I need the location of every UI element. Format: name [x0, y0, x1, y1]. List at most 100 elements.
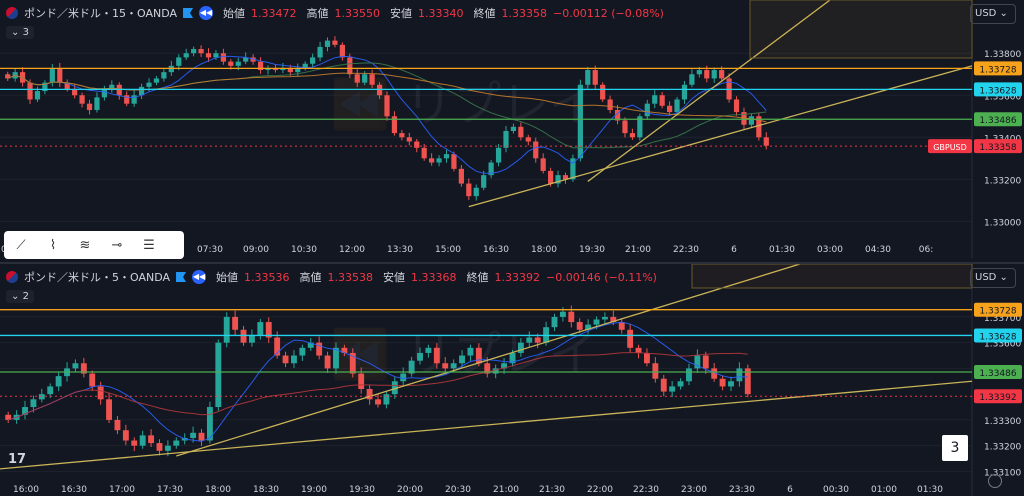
candle-body [333, 347, 339, 369]
moving-average-line [8, 321, 748, 442]
candle-body [484, 363, 491, 374]
candle-body [223, 316, 230, 343]
candle-body [106, 399, 112, 420]
candle-body [86, 103, 93, 110]
candle-body [652, 95, 658, 104]
symbol-title[interactable]: ポンド／米ドル・15・OANDA [24, 7, 178, 20]
candle-body [369, 74, 375, 85]
candle-body [674, 99, 680, 113]
candle-body [375, 399, 381, 405]
candle-body [324, 355, 331, 369]
open-value: 1.33536 [244, 270, 290, 284]
symbol-title[interactable]: ポンド／米ドル・5・OANDA [24, 271, 171, 284]
fib-tool-icon[interactable]: ≋ [79, 237, 91, 253]
candle-body [161, 72, 167, 79]
chart-canvas-5m[interactable]: 1.337001.336001.335001.333001.332001.331… [0, 264, 1024, 496]
candle-body [736, 368, 743, 382]
candle-body [215, 342, 222, 408]
candle-body [94, 97, 100, 110]
indicator-toggle[interactable]: ⌄ 3 [6, 26, 34, 39]
open-label: 始値 [216, 271, 239, 284]
indicator-toggle[interactable]: ⌄ 2 [6, 290, 34, 303]
price-level-label: 1.33728 [979, 65, 1016, 75]
price-level-tag [974, 302, 1022, 317]
candle-body [481, 175, 487, 188]
candle-body [711, 70, 717, 79]
currency-select[interactable]: USD ⌄ [970, 4, 1016, 24]
price-level-label: 1.33728 [979, 307, 1016, 317]
candle-body [719, 378, 726, 387]
candle-body [34, 91, 41, 100]
x-tick-label: 17:00 [109, 485, 135, 495]
y-tick-label: 1.33200 [984, 176, 1021, 186]
y-tick-label: 1.33600 [984, 92, 1021, 102]
settings-gear-icon[interactable] [988, 474, 1002, 488]
candle-body [629, 133, 636, 138]
candle-body [30, 399, 37, 408]
candle-body [451, 154, 457, 169]
x-tick-label: 07:30 [197, 245, 223, 255]
x-tick-label: 20:30 [445, 485, 471, 495]
indicator-count: 2 [22, 291, 29, 302]
candle-body [198, 49, 204, 54]
price-level-tag [974, 61, 1022, 76]
replay-icon[interactable]: ◀◀ [199, 6, 214, 20]
candle-body [689, 74, 695, 85]
candle-body [64, 82, 70, 89]
line-tool-icon[interactable]: ⟋ [16, 237, 26, 253]
candle-body [362, 74, 368, 83]
candle-body [610, 316, 617, 323]
x-tick-label: 18:00 [531, 245, 557, 255]
x-tick-label: 03:00 [817, 245, 843, 255]
x-tick-label: 22:00 [587, 485, 613, 495]
candle-body [719, 70, 725, 79]
currency-select[interactable]: USD ⌄ [970, 268, 1016, 288]
candle-body [354, 74, 360, 83]
horizontal-ray-icon[interactable]: ⊸ [111, 237, 123, 253]
market-status-icon [183, 8, 194, 18]
candle-body [190, 432, 197, 438]
x-tick-label: 19:30 [579, 245, 605, 255]
candle-body [366, 389, 373, 400]
candle-body [146, 82, 152, 87]
candle-body [436, 158, 442, 163]
trend-line [587, 0, 831, 182]
candle-body [704, 70, 710, 79]
candle-body [257, 322, 264, 335]
candle-body [551, 316, 558, 328]
path-tool-icon[interactable]: ⌇ [49, 237, 57, 253]
candle-body [540, 158, 546, 171]
x-tick-label: 15:00 [435, 245, 461, 255]
low-label: 安値 [383, 271, 406, 284]
candle-body [601, 316, 608, 320]
candle-body [501, 363, 508, 369]
y-tick-label: 1.33800 [984, 50, 1021, 60]
trend-line [176, 264, 801, 457]
candle-body [173, 440, 180, 446]
replay-icon[interactable]: ◀◀ [192, 270, 207, 284]
candle-body [635, 347, 642, 353]
high-label: 高値 [299, 271, 322, 284]
candle-body [206, 407, 213, 441]
chart-pane-5m[interactable]: 1.337001.336001.335001.333001.332001.331… [0, 262, 1024, 496]
candle-body [42, 82, 48, 92]
candle-body [421, 147, 427, 159]
candle-body [450, 363, 457, 369]
candle-body [748, 116, 755, 125]
currency-label: USD [975, 8, 997, 19]
candle-body [80, 363, 87, 374]
menu-icon[interactable]: ☰ [143, 237, 155, 253]
candle-body [559, 311, 566, 317]
candle-body [317, 46, 323, 58]
candle-body [324, 40, 331, 47]
candle-body [593, 319, 600, 325]
candle-body [600, 84, 606, 100]
candle-body [55, 376, 62, 387]
candle-body [627, 329, 634, 348]
candle-body [433, 347, 440, 364]
x-tick-label: 19:00 [301, 485, 327, 495]
x-tick-label: 10:30 [291, 245, 317, 255]
candle-body [414, 141, 420, 148]
